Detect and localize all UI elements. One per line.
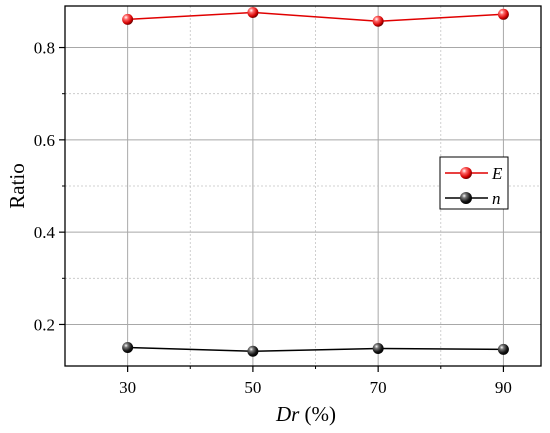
legend-marker-e	[460, 167, 472, 179]
x-tick-label: 50	[244, 378, 261, 397]
data-point-n	[247, 345, 259, 357]
data-point-E	[122, 13, 134, 25]
data-point-n	[497, 343, 509, 355]
legend-marker-n	[460, 192, 472, 204]
x-tick-label: 30	[119, 378, 136, 397]
data-point-E	[247, 6, 259, 18]
series-layer	[122, 6, 509, 357]
y-axis-title: Ratio	[5, 163, 29, 209]
y-tick-label: 0.6	[34, 131, 55, 150]
data-point-n	[372, 342, 384, 354]
y-tick-label: 0.4	[34, 223, 56, 242]
x-axis-title-italic: Dr	[275, 402, 300, 426]
y-tick-label: 0.2	[34, 315, 55, 334]
x-axis-title-unit: (%)	[299, 402, 336, 426]
y-tick-label: 0.8	[34, 39, 55, 58]
x-tick-label: 90	[495, 378, 512, 397]
data-point-E	[497, 8, 509, 20]
series-line-E	[127, 11, 504, 22]
x-tick-label: 70	[370, 378, 387, 397]
ticks: 30 50 70 90 0.2 0.4 0.6 0.8	[34, 39, 512, 397]
legend-label-n: n	[492, 189, 501, 208]
grid	[65, 6, 541, 366]
series-line-n	[127, 346, 504, 352]
legend-box	[439, 156, 509, 210]
legend-label-e: E	[491, 164, 503, 183]
x-axis-title: Dr (%)	[275, 402, 336, 426]
data-point-n	[122, 342, 134, 354]
legend: E n	[439, 156, 509, 210]
data-point-E	[372, 15, 384, 27]
